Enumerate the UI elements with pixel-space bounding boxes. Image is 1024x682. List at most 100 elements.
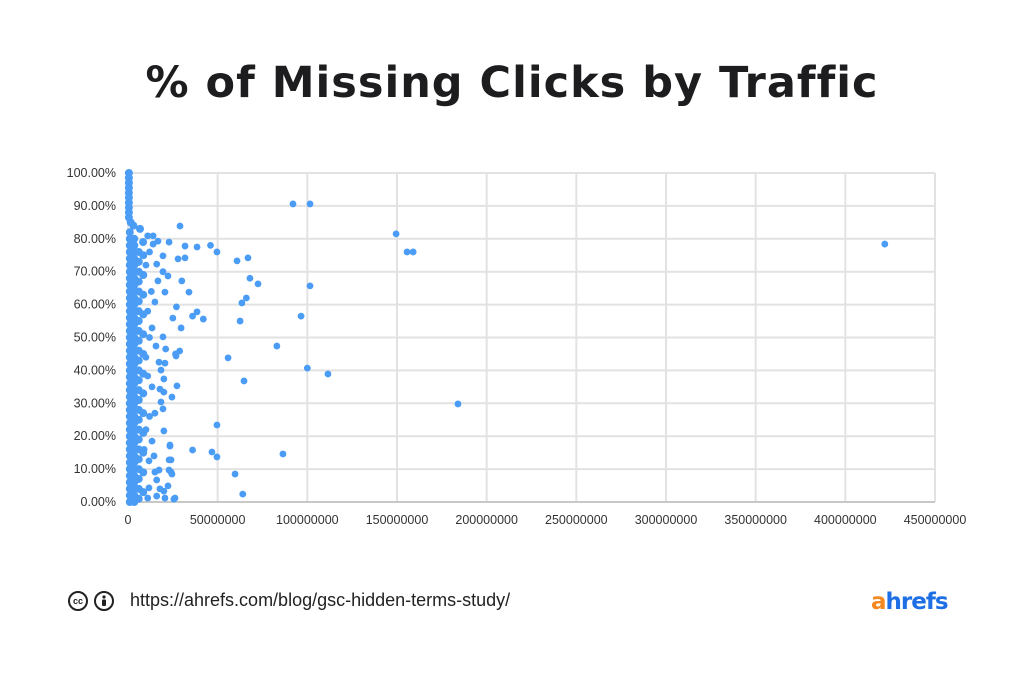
data-point: [139, 468, 148, 477]
data-point: [306, 200, 314, 208]
data-point: [151, 298, 159, 306]
data-point: [164, 482, 172, 490]
data-point: [289, 200, 297, 208]
data-point: [207, 241, 214, 249]
data-point: [169, 314, 177, 322]
scatter-chart: 0.00% 10.00% 20.00% 30.00% 40.00% 50.00% 60.00…: [67, 166, 967, 527]
data-point: [193, 243, 201, 251]
data-point: [125, 228, 134, 237]
data-point: [238, 299, 246, 307]
data-point: [224, 354, 232, 362]
ahrefs-logo: ahrefs: [871, 589, 949, 615]
y-tick-label: 30.00%: [74, 396, 116, 410]
data-point: [134, 297, 143, 306]
data-point: [145, 457, 153, 465]
data-point: [160, 375, 168, 383]
data-point: [185, 288, 193, 296]
data-point: [166, 441, 174, 449]
source-url[interactable]: https://ahrefs.com/blog/gsc-hidden-terms…: [130, 590, 511, 610]
data-point: [136, 224, 145, 233]
gridlines: [127, 172, 936, 503]
data-point: [881, 240, 889, 248]
data-point: [148, 324, 156, 332]
data-point: [403, 248, 411, 256]
data-point: [157, 366, 165, 374]
data-point: [134, 336, 143, 345]
data-point: [139, 290, 148, 299]
x-tick-label: 200000000: [455, 513, 518, 527]
data-point: [139, 251, 148, 260]
data-point: [139, 428, 148, 437]
y-tick-label: 40.00%: [74, 363, 116, 377]
x-tick-label: 150000000: [366, 513, 429, 527]
y-tick-label: 60.00%: [74, 298, 116, 312]
data-point: [174, 255, 182, 263]
data-point: [151, 409, 159, 417]
x-tick-label: 0: [125, 513, 132, 527]
data-point: [242, 294, 250, 302]
y-tick-label: 0.00%: [81, 495, 116, 509]
data-point: [146, 248, 153, 256]
data-point: [297, 312, 305, 320]
data-point: [199, 315, 207, 323]
data-point: [139, 349, 148, 358]
data-point: [159, 252, 167, 260]
data-point: [409, 248, 417, 256]
x-axis-ticks: 0 50000000 100000000 150000000 200000000 2500…: [125, 513, 967, 527]
data-point: [129, 221, 138, 230]
data-point: [273, 342, 281, 350]
footer: cc https://ahrefs.com/blog/gsc-hidden-te…: [68, 590, 510, 611]
data-point: [213, 453, 221, 461]
data-point: [139, 310, 148, 319]
data-point: [139, 270, 148, 279]
data-point: [139, 488, 148, 497]
y-tick-label: 90.00%: [74, 199, 116, 213]
data-point: [160, 388, 168, 396]
data-point: [134, 277, 143, 286]
data-point: [134, 317, 143, 326]
data-point: [154, 277, 162, 285]
data-point: [189, 446, 196, 454]
data-point: [144, 232, 152, 240]
data-point: [139, 448, 148, 457]
data-point: [162, 345, 170, 353]
data-point: [306, 282, 314, 290]
data-point: [148, 383, 156, 391]
data-point: [145, 484, 153, 492]
data-point: [142, 261, 150, 269]
data-point: [160, 487, 168, 495]
y-tick-label: 10.00%: [74, 462, 116, 476]
data-point: [153, 476, 161, 484]
data-point: [168, 393, 176, 401]
data-point: [130, 234, 139, 243]
data-point: [244, 254, 252, 262]
attribution-icon: [94, 590, 114, 611]
data-point: [177, 324, 185, 332]
data-point: [324, 370, 332, 378]
data-point: [172, 352, 180, 360]
x-tick-label: 100000000: [276, 513, 339, 527]
data-point: [208, 448, 216, 456]
x-tick-label: 450000000: [904, 513, 967, 527]
y-tick-label: 50.00%: [74, 331, 116, 345]
data-point: [181, 242, 189, 250]
data-point: [454, 400, 462, 408]
data-point: [139, 330, 148, 339]
x-tick-label: 250000000: [545, 513, 608, 527]
data-point: [157, 398, 165, 406]
data-point: [392, 230, 400, 238]
data-point: [147, 288, 155, 295]
data-point: [246, 274, 254, 282]
data-point: [139, 369, 148, 378]
data-point: [149, 232, 157, 240]
data-point: [161, 359, 169, 367]
data-point: [170, 495, 178, 503]
data-point: [279, 450, 287, 458]
data-point: [134, 474, 143, 483]
data-point: [213, 248, 221, 256]
x-tick-label: 400000000: [814, 513, 877, 527]
x-tick-label: 350000000: [724, 513, 787, 527]
data-point: [161, 288, 169, 296]
data-point: [173, 382, 181, 390]
data-point: [213, 421, 221, 429]
